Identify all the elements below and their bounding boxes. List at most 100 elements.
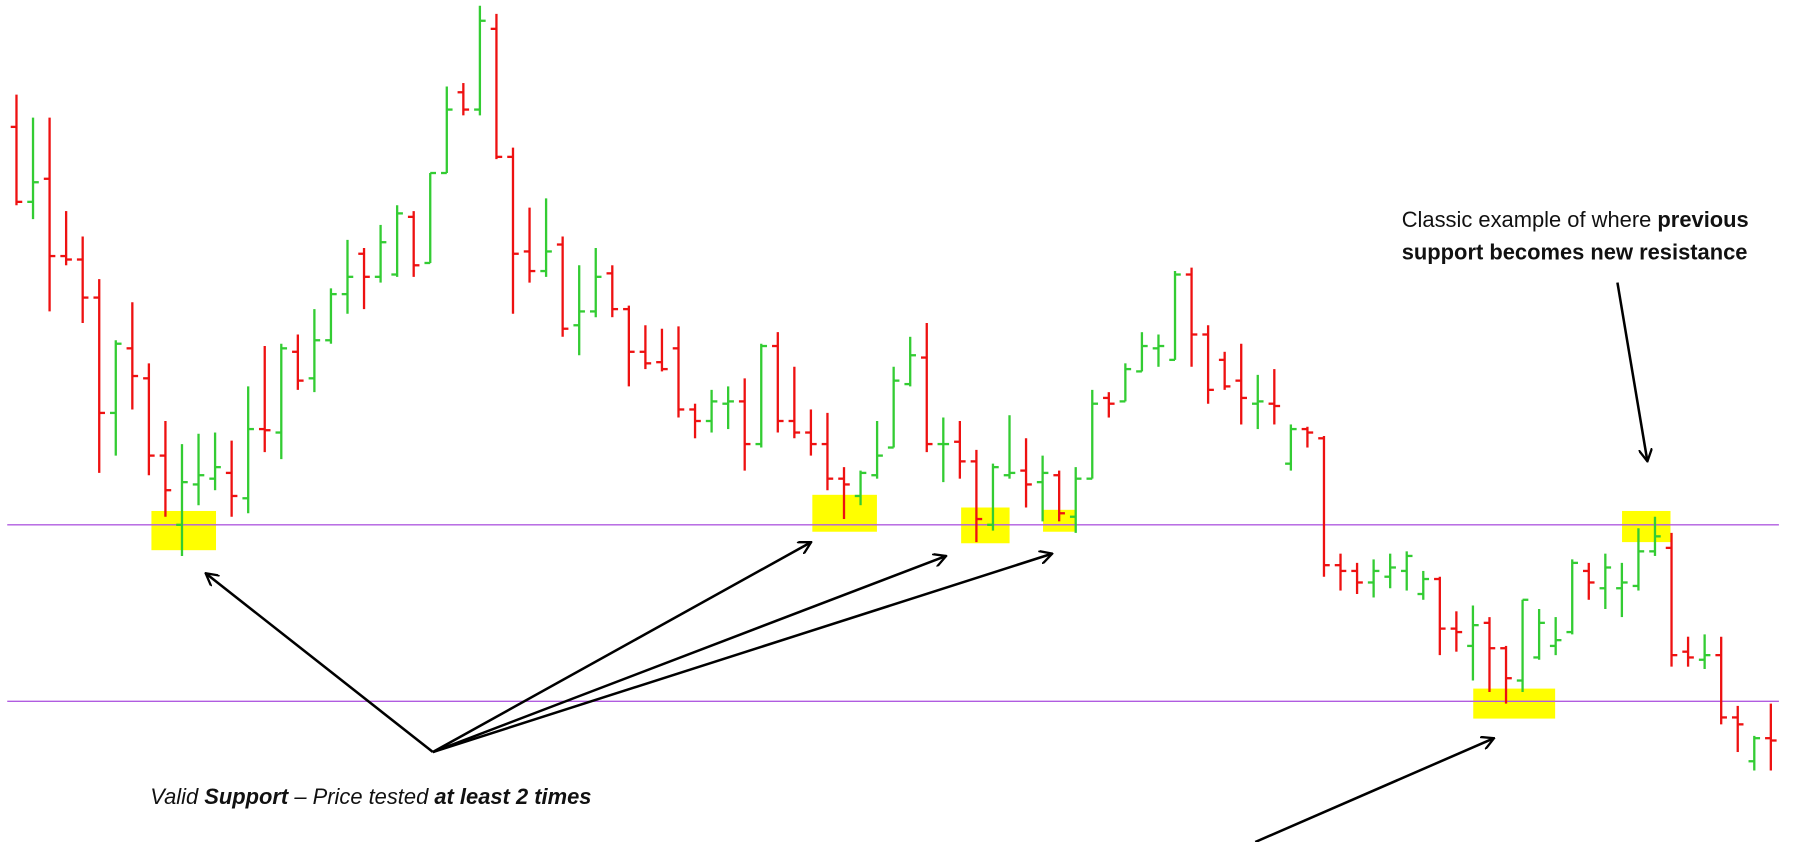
ohlc-bar bbox=[1268, 369, 1281, 425]
ohlc-bar bbox=[1119, 363, 1132, 403]
ohlc-bar bbox=[1533, 609, 1545, 660]
ohlc-bar bbox=[391, 205, 403, 277]
ohlc-bar bbox=[871, 421, 883, 479]
support-levels bbox=[7, 524, 1779, 702]
annotation-text: Valid bbox=[150, 784, 204, 809]
ohlc-bar bbox=[407, 211, 420, 277]
ohlc-bar bbox=[1434, 576, 1446, 656]
ohlc-bar bbox=[1202, 325, 1214, 404]
ohlc-bar bbox=[1103, 392, 1115, 418]
ohlc-bar bbox=[424, 171, 437, 265]
ohlc-bar bbox=[772, 332, 784, 433]
ohlc-bar bbox=[358, 247, 370, 310]
ohlc-bar bbox=[1698, 634, 1711, 669]
ohlc-bar bbox=[1069, 467, 1082, 533]
highlight-box bbox=[151, 510, 217, 551]
ohlc-bar bbox=[192, 433, 205, 506]
ohlc-bar bbox=[987, 463, 999, 531]
ohlc-bar bbox=[573, 265, 585, 356]
ohlc-bar bbox=[1632, 528, 1645, 591]
ohlc-bar bbox=[920, 322, 933, 453]
ohlc-bar bbox=[1036, 455, 1049, 522]
ohlc-bar bbox=[1053, 470, 1065, 522]
ohlc-bar bbox=[1682, 636, 1694, 667]
ohlc-bar bbox=[838, 467, 850, 520]
ohlc-bar bbox=[755, 343, 768, 448]
ohlc-bar bbox=[341, 239, 354, 314]
annotation-text: previous bbox=[1657, 207, 1748, 232]
ohlc-bar bbox=[1765, 703, 1777, 771]
highlight-box bbox=[1473, 688, 1556, 719]
ohlc-bar bbox=[457, 83, 470, 116]
ohlc-bar bbox=[1616, 562, 1628, 618]
ohlc-bar bbox=[159, 421, 172, 517]
ohlc-bar bbox=[1665, 532, 1678, 667]
ohlc-bar bbox=[705, 389, 718, 433]
ohlc-bar bbox=[904, 336, 916, 387]
ohlc-bars bbox=[10, 5, 1777, 771]
ohlc-bar bbox=[1367, 559, 1380, 598]
ohlc-bar bbox=[110, 340, 122, 456]
ohlc-bar bbox=[60, 211, 72, 266]
ohlc-bar bbox=[656, 328, 668, 372]
ohlc-bar bbox=[1649, 516, 1661, 556]
ohlc-bar bbox=[507, 147, 519, 314]
ohlc-bar bbox=[1516, 598, 1529, 693]
ohlc-bar bbox=[325, 288, 337, 344]
ohlc-bar bbox=[623, 305, 635, 387]
ohlc-bar bbox=[788, 366, 801, 439]
ohlc-bar bbox=[1218, 351, 1231, 390]
ohlc-bar bbox=[937, 417, 950, 483]
ohlc-bar bbox=[1334, 553, 1347, 591]
highlight-box bbox=[1622, 510, 1671, 543]
ohlc-bar bbox=[126, 302, 139, 410]
annotation: support becomes new resistance bbox=[1402, 240, 1748, 265]
ohlc-bar bbox=[490, 13, 503, 160]
ohlc-bar bbox=[1318, 435, 1330, 577]
ohlc-bar bbox=[1599, 553, 1612, 610]
ohlc-bar bbox=[1483, 617, 1496, 693]
ohlc-bar bbox=[639, 325, 652, 370]
ohlc-bar bbox=[1715, 636, 1727, 725]
ohlc-bar bbox=[1384, 553, 1396, 589]
annotation-text: – Price tested bbox=[288, 784, 434, 809]
ohlc-bar bbox=[1086, 389, 1099, 480]
ohlc-bar bbox=[1583, 562, 1595, 600]
ohlc-bar bbox=[76, 236, 89, 323]
arrows bbox=[206, 282, 1648, 842]
ohlc-bar bbox=[1252, 374, 1264, 430]
ohlc-bar bbox=[242, 386, 254, 514]
ohlc-bar bbox=[738, 378, 751, 471]
annotation: Classic example of where previous bbox=[1402, 207, 1749, 232]
ohlc-bar bbox=[854, 470, 867, 506]
ohlc-bar bbox=[1235, 343, 1247, 425]
ohlc-bar bbox=[1748, 735, 1761, 771]
ohlc-bar bbox=[27, 117, 39, 220]
ohlc-bar bbox=[523, 207, 536, 283]
ohlc-bar bbox=[540, 198, 552, 277]
ohlc-bar bbox=[258, 346, 271, 453]
ohlc-bar bbox=[176, 444, 188, 556]
arrow bbox=[432, 554, 1052, 754]
ohlc-bar bbox=[1500, 645, 1512, 704]
highlights bbox=[151, 494, 1671, 719]
ohlc-bar bbox=[689, 403, 701, 439]
ohlc-bar bbox=[1549, 617, 1562, 656]
arrow bbox=[1254, 738, 1494, 842]
ohlc-bar bbox=[10, 94, 23, 206]
ohlc-bar bbox=[225, 440, 238, 517]
ohlc-bar bbox=[1731, 705, 1744, 753]
ohlc-bar bbox=[374, 224, 387, 283]
ohlc-bar bbox=[1003, 415, 1016, 479]
ohlc-bar bbox=[887, 366, 900, 449]
ohlc-bar bbox=[1169, 271, 1181, 362]
annotation-text: at least 2 times bbox=[434, 784, 591, 809]
arrow bbox=[1616, 282, 1647, 462]
annotation: Valid Support – Price tested at least 2 … bbox=[150, 784, 591, 809]
ohlc-bar bbox=[805, 409, 817, 456]
ohlc-bar bbox=[1351, 562, 1363, 595]
arrow bbox=[432, 542, 811, 754]
ohlc-bar bbox=[1136, 332, 1148, 373]
ohlc-bar bbox=[1400, 551, 1413, 591]
ohlc-bar bbox=[1152, 334, 1165, 367]
